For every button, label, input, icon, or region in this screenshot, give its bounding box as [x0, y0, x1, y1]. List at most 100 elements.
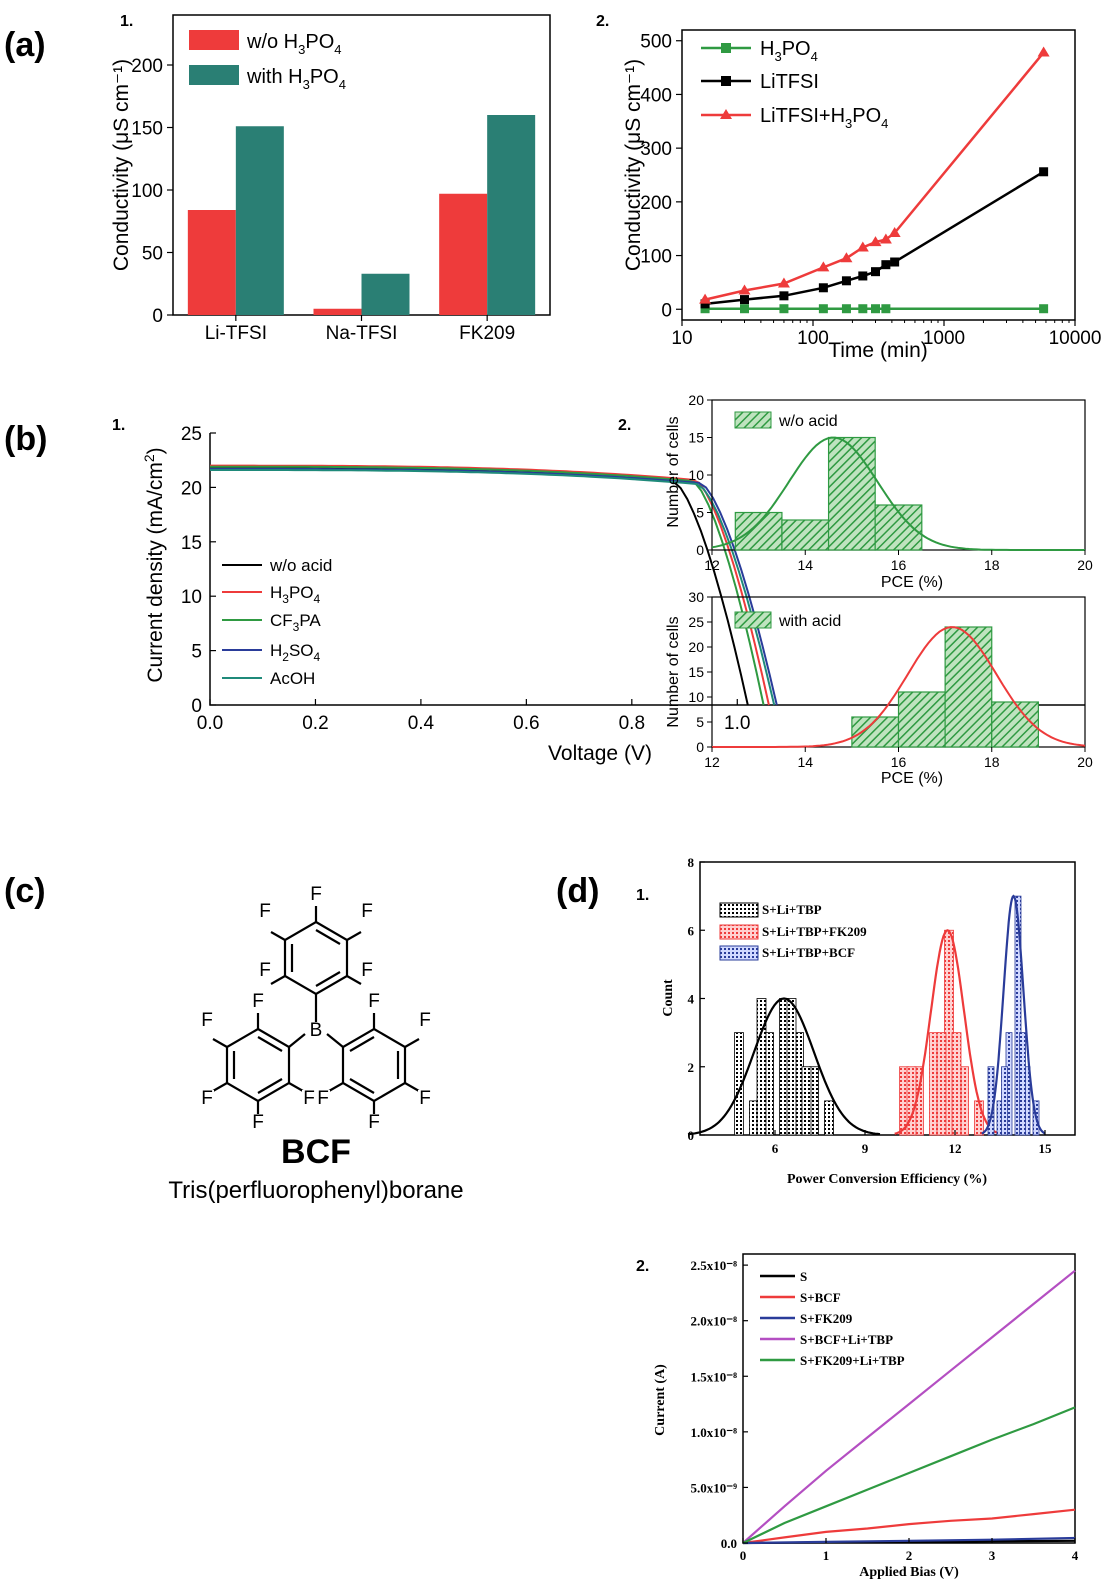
- d2-ytick-label-3: 1.5x10⁻⁸: [690, 1369, 737, 1384]
- chart-d2-iv-curves: 0 1 2 3 4 0.0 5.0x10⁻⁹ 1.0x10⁻⁸ 1.5x10⁻⁸ 2.0x10⁻⁸…: [653, 1253, 1079, 1579]
- a2-point-2-1: [738, 284, 751, 295]
- a1-ytick-label-1: 50: [142, 244, 163, 265]
- a2-ytick-label-1: 100: [640, 247, 672, 268]
- sublabel-d1: 1.: [636, 887, 649, 904]
- b2t-xtick-label-4: 20: [1077, 557, 1093, 573]
- ring-right: [341, 1027, 407, 1103]
- d1-fit-0: [687, 997, 881, 1136]
- a2-point-1-4: [841, 276, 851, 286]
- d2-legend: S S+BCF S+FK209 S+BCF+Li+TBP S+FK209+Li+TBP: [760, 1269, 905, 1368]
- a2-xtick-label-3: 10000: [1049, 328, 1102, 349]
- a2-point-0-2: [779, 304, 789, 314]
- a2-legend-label-2: LiTFSI: [760, 71, 819, 93]
- d1-bar-0-0: [734, 1032, 744, 1136]
- atom-bg-5: [251, 993, 265, 1010]
- a1-ytick-label-2: 100: [131, 181, 163, 202]
- b1-xtick-label-3: 0.6: [513, 713, 539, 734]
- atom-bg-13: [367, 1114, 381, 1131]
- d1-fit-2: [981, 894, 1046, 1135]
- d1-legend: S+Li+TBP S+Li+TBP+FK209 S+Li+TBP+BCF: [719, 902, 867, 961]
- d1-bar-1-8: [951, 1032, 962, 1136]
- chart-d1-pce-histogram: 6 9 12 15 0 2 4 6 8 Power Conversion Efficiency …: [661, 855, 1076, 1187]
- d1-bar-1-7: [936, 1032, 947, 1136]
- b1-ylabel: Current density (mA/cm2): [141, 447, 167, 682]
- b1-ytick-label-0: 0: [191, 696, 202, 717]
- b2b-xtick-label-1: 14: [797, 754, 813, 770]
- a2-point-2-6: [869, 236, 882, 247]
- a2-legend: H3PO4 LiTFSI LiTFSI+H3PO4: [701, 38, 888, 131]
- a2-ytick-label-5: 500: [640, 32, 672, 53]
- a1-bar-1-0: [313, 308, 362, 315]
- atom-bg-6: [200, 1012, 214, 1029]
- a2-point-1-5: [858, 271, 868, 281]
- b1-ytick-label-5: 25: [181, 424, 202, 445]
- d1-ylabel: Count: [661, 979, 676, 1017]
- atom-bg-8: [251, 1114, 265, 1131]
- b2t-ytick-label-3: 15: [688, 430, 704, 446]
- b2b-ylabel: Number of cells: [665, 616, 682, 727]
- b1-line-3: [210, 467, 778, 706]
- atom-bg-0: [309, 886, 323, 903]
- a2-point-1-6: [871, 267, 881, 277]
- sublabel-d2: 2.: [636, 1258, 649, 1275]
- a1-bar-1-1: [361, 273, 410, 315]
- b2t-xtick-label-2: 16: [891, 557, 907, 573]
- a2-point-1-8: [890, 257, 900, 267]
- b2b-xlabel: PCE (%): [881, 770, 943, 787]
- d2-line-4: [742, 1406, 1076, 1544]
- b2b-ytick-label-0: 0: [696, 739, 704, 755]
- b2b-bin-2: [944, 626, 993, 748]
- d2-legend-label-3: S+BCF+Li+TBP: [800, 1332, 893, 1347]
- atom-f-12: F: [419, 1088, 431, 1109]
- atom-bg-11: [418, 1012, 432, 1029]
- a1-legend: w/o H3PO4 with H3PO4: [189, 30, 346, 92]
- a2-point-2-2: [777, 277, 790, 288]
- panel-label-c: (c): [4, 872, 46, 910]
- atom-bg-2: [258, 903, 272, 920]
- a1-bar-2-1: [487, 115, 536, 315]
- chart-b2-top-histogram: 12 14 16 18 20 0 5 10 15 20 PCE (%) Number of cel…: [665, 392, 1093, 591]
- a2-frame: [681, 29, 1076, 321]
- d2-xtick-label-4: 4: [1072, 1548, 1079, 1563]
- b1-xtick-label-4: 0.8: [619, 713, 645, 734]
- a1-xtick-label-2: FK209: [459, 323, 515, 344]
- sublabel-b2: 2.: [618, 417, 631, 434]
- a2-point-1-2: [779, 291, 789, 301]
- chart-a2-conductivity-time: 10 100 1000 10000 0 100 200 300 400 500 Time (min…: [622, 29, 1102, 362]
- a2-ytick-label-0: 0: [661, 300, 672, 321]
- atom-f-9: F: [303, 1088, 315, 1109]
- ring-top: [283, 920, 349, 996]
- panel-label-a: (a): [4, 26, 46, 64]
- a2-point-0-0: [700, 304, 710, 314]
- d1-legend-2: S+Li+TBP+FK209: [762, 924, 867, 939]
- a1-ytick-label-0: 0: [152, 306, 163, 327]
- b2t-bin-1: [781, 519, 830, 551]
- a2-point-0-5: [858, 304, 868, 314]
- b2t-legend-swatch: [734, 411, 772, 429]
- a2-point-2-9: [1037, 46, 1050, 57]
- panel-label-b: (b): [4, 420, 47, 458]
- chart-a1-conductivity-bars: Li-TFSI Na-TFSI FK209 0 50 100 150 200 Conducti…: [110, 14, 551, 344]
- atom-bg-4: [258, 962, 272, 979]
- a2-point-0-7: [881, 304, 891, 314]
- d2-ylabel: Current (A): [653, 1364, 668, 1436]
- a2-xtick-label-1: 100: [797, 328, 829, 349]
- b2b-bin-1: [897, 691, 946, 748]
- b1-legend: w/o acid H3PO4 CF3PA H2SO4 AcOH: [222, 556, 332, 688]
- d2-ytick-label-2: 1.0x10⁻⁸: [690, 1425, 737, 1440]
- a2-point-0-8: [1039, 304, 1049, 314]
- b2t-fit-curve: [711, 436, 1085, 551]
- atom-f-0: F: [310, 884, 322, 905]
- b2b-legend-label: with acid: [778, 613, 841, 630]
- b1-ytick-label-2: 10: [181, 587, 202, 608]
- a1-legend-swatch-red: [189, 30, 239, 50]
- a2-xtick-label-0: 10: [671, 328, 692, 349]
- ring-left: [225, 1027, 291, 1103]
- a2-legend-label-1: H3PO4: [760, 38, 818, 64]
- b2t-ytick-label-2: 10: [688, 467, 704, 483]
- d2-ytick-label-1: 5.0x10⁻⁹: [690, 1480, 737, 1495]
- d1-bar-2-6: [1001, 1066, 1008, 1136]
- a2-point-2-3: [817, 261, 830, 272]
- sublabel-b1: 1.: [112, 417, 125, 434]
- a2-point-1-1: [740, 295, 750, 305]
